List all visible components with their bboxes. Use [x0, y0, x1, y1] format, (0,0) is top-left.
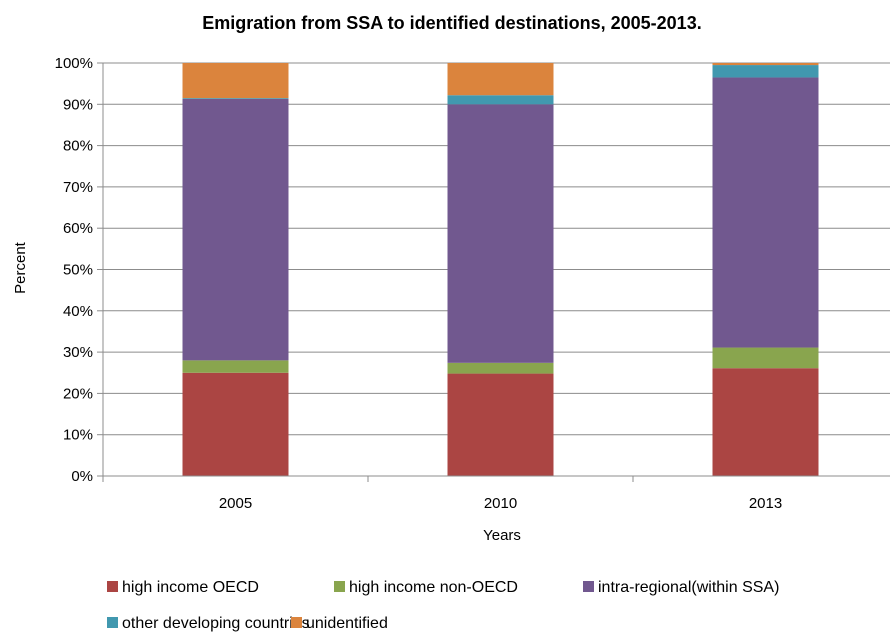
bar-segment: [712, 65, 819, 78]
legend-label: other developing countries: [122, 615, 310, 632]
x-tick-label: 2005: [219, 495, 252, 512]
x-axis: 2005 2010 2013: [102, 475, 890, 512]
legend-swatch: [107, 617, 118, 628]
y-tick-label: 60%: [63, 220, 93, 237]
x-tick-label: 2013: [749, 495, 782, 512]
bars: [182, 63, 819, 476]
y-tick-label: 20%: [63, 385, 93, 402]
bar-segment: [447, 104, 554, 363]
bar-segment: [447, 63, 554, 96]
legend-label: high income non-OECD: [349, 579, 518, 596]
y-tick-label: 10%: [63, 427, 93, 444]
y-tick-label: 30%: [63, 344, 93, 361]
x-tick-label: 2010: [484, 495, 517, 512]
y-tick-label: 40%: [63, 303, 93, 320]
chart-title: Emigration from SSA to identified destin…: [202, 13, 701, 33]
bar-segment: [712, 368, 819, 476]
legend-label: high income OECD: [122, 579, 259, 596]
bar-segment: [712, 63, 819, 66]
bar-segment: [182, 63, 289, 99]
legend-swatch: [583, 581, 594, 592]
legend-label: intra-regional(within SSA): [598, 579, 779, 596]
bar-segment: [447, 373, 554, 476]
bar-segment: [182, 360, 289, 373]
x-axis-title: Years: [483, 527, 521, 544]
y-tick-label: 100%: [55, 55, 93, 72]
y-axis-ticks: 0% 10% 20% 30% 40% 50% 60% 70% 80% 90% 100%: [55, 55, 103, 485]
bar-segment: [182, 98, 289, 99]
legend: high income OECD high income non-OECD intr…: [107, 579, 779, 632]
y-tick-label: 0%: [71, 468, 93, 485]
bar-segment: [182, 372, 289, 476]
bar-segment: [447, 362, 554, 374]
legend-label: unidentified: [306, 615, 388, 632]
y-axis-title: Percent: [12, 241, 29, 294]
bar-segment: [712, 347, 819, 369]
bar-segment: [447, 95, 554, 105]
legend-swatch: [334, 581, 345, 592]
y-tick-label: 50%: [63, 262, 93, 279]
legend-swatch: [107, 581, 118, 592]
bar-segment: [182, 98, 289, 361]
y-tick-label: 70%: [63, 179, 93, 196]
y-tick-label: 80%: [63, 138, 93, 155]
bar-segment: [712, 77, 819, 348]
y-tick-label: 90%: [63, 96, 93, 113]
legend-swatch: [291, 617, 302, 628]
